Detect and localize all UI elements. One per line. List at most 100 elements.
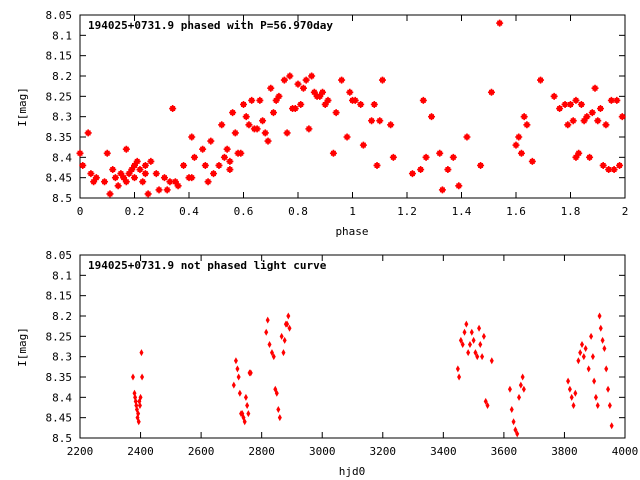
data-point-cross (455, 182, 463, 190)
data-point-cross (117, 170, 125, 178)
x-tick-label: 3400 (430, 445, 457, 458)
data-point-cross (174, 182, 182, 190)
data-point (595, 401, 600, 409)
data-point-cross (190, 153, 198, 161)
y-tick-label: 8.45 (46, 172, 73, 185)
phased-chart-title: 194025+0731.9 phased with P=56.970day (88, 19, 333, 32)
data-point-cross (259, 117, 267, 125)
data-point (242, 418, 247, 426)
y-tick-label: 8.5 (52, 432, 72, 445)
data-point-cross (556, 105, 564, 113)
data-point-cross (122, 145, 130, 153)
data-point (130, 373, 135, 381)
data-point (231, 381, 236, 389)
data-point (271, 353, 276, 361)
phased-y-axis: 8.05 8.1 8.15 8.2 8.25 8.3 8.35 8.4 8.45 8.5 (46, 9, 625, 205)
data-point-cross (310, 88, 318, 96)
data-point-cross (226, 166, 234, 174)
data-point-cross (87, 170, 95, 178)
data-point-cross (144, 190, 152, 198)
data-point-cross (155, 186, 163, 194)
data-point-cross (122, 178, 130, 186)
data-point (600, 336, 605, 344)
data-point (566, 377, 571, 385)
data-point (481, 332, 486, 340)
data-point-cross (136, 166, 144, 174)
data-point (462, 328, 467, 336)
data-point (136, 418, 141, 426)
data-point-cross (220, 153, 228, 161)
data-point-cross (283, 129, 291, 137)
unphased-x-axis-label: hjd0 (339, 465, 366, 478)
data-point (473, 349, 478, 357)
data-point (264, 328, 269, 336)
data-point-cross (376, 117, 384, 125)
data-point (590, 353, 595, 361)
unphased-x-axis: 2200 2400 2600 2800 3000 3200 3400 3600 3800 4000 (67, 255, 638, 458)
data-point (281, 349, 286, 357)
data-point (520, 373, 525, 381)
data-point-cross (272, 96, 280, 104)
data-point-cross (329, 149, 337, 157)
data-point-cross (152, 170, 160, 178)
x-tick-label: 1.4 (452, 205, 472, 218)
data-point-cross (596, 105, 604, 113)
data-point (233, 357, 238, 365)
data-point-cross (577, 100, 585, 108)
data-point-cross (512, 141, 520, 149)
x-tick-label: 2800 (248, 445, 275, 458)
data-point (286, 312, 291, 320)
data-point-cross (567, 100, 574, 108)
data-point-cross (160, 174, 168, 182)
data-point (276, 406, 281, 414)
data-point-cross (229, 109, 237, 117)
data-point (245, 401, 250, 409)
data-point-cross (286, 72, 294, 80)
data-point-cross (517, 149, 525, 157)
data-point-cross (408, 170, 416, 178)
data-point-cross (275, 92, 283, 100)
data-point-cross (583, 113, 591, 121)
data-point-cross (297, 100, 305, 108)
data-point (598, 324, 603, 332)
data-point (248, 369, 253, 377)
data-point-cross (188, 133, 196, 141)
data-point (573, 389, 578, 397)
phased-chart: 8.05 8.1 8.15 8.2 8.25 8.3 8.35 8.4 8.45 8.5 0 0.2… (16, 9, 628, 238)
data-point-cross (199, 145, 207, 153)
data-point-cross (163, 186, 171, 194)
data-point-cross (477, 161, 485, 169)
y-tick-label: 8.05 (46, 9, 73, 22)
data-point-cross (188, 174, 196, 182)
data-point (569, 393, 574, 401)
data-point (607, 401, 612, 409)
data-point-cross (564, 121, 572, 129)
phased-data-series (76, 19, 626, 198)
data-point-cross (618, 113, 626, 121)
data-point-cross (248, 96, 256, 104)
data-point-cross (267, 84, 275, 92)
x-tick-label: 2200 (67, 445, 94, 458)
y-tick-label: 8.15 (46, 50, 73, 63)
data-point-cross (537, 76, 545, 84)
phased-x-axis-label: phase (335, 225, 368, 238)
data-point (137, 401, 142, 409)
unphased-plot-frame (79, 254, 626, 439)
data-point (458, 336, 463, 344)
data-point-cross (280, 76, 288, 84)
data-point-cross (368, 117, 376, 125)
data-point (139, 349, 144, 357)
data-point-cross (316, 92, 324, 100)
data-point-cross (569, 117, 577, 125)
data-point-cross (141, 170, 149, 178)
phased-y-axis-label: I[mag] (16, 87, 29, 127)
data-point-cross (90, 178, 98, 186)
data-point (578, 349, 583, 357)
data-point-cross (308, 72, 316, 80)
data-point (485, 401, 490, 409)
data-point (581, 353, 586, 361)
data-point (138, 393, 143, 401)
data-point-cross (223, 145, 231, 153)
data-point-cross (84, 129, 92, 137)
data-point (576, 357, 581, 365)
